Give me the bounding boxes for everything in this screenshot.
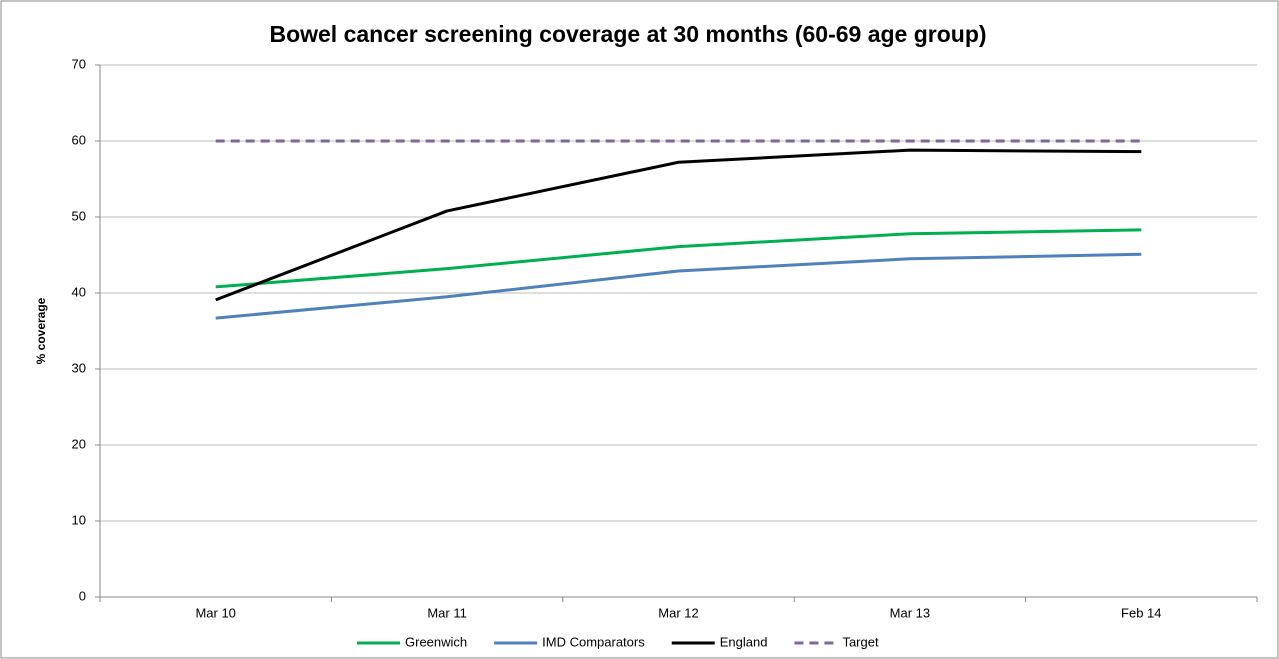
x-tick-label: Mar 11 [427, 605, 467, 620]
x-tick-label: Mar 13 [890, 605, 930, 620]
y-tick-label: 30 [72, 360, 86, 375]
y-tick-label: 60 [72, 132, 86, 147]
legend-label: Greenwich [405, 634, 467, 649]
series-line [215, 228, 1142, 289]
y-tick-label: 20 [72, 436, 86, 451]
y-tick-label: 50 [72, 208, 86, 223]
chart-title: Bowel cancer screening coverage at 30 mo… [269, 21, 986, 47]
y-tick-label: 0 [79, 588, 86, 603]
y-tick-label: 70 [72, 56, 86, 71]
series-line [215, 252, 1142, 320]
legend-label: Target [842, 634, 879, 649]
x-tick-label: Feb 14 [1121, 605, 1161, 620]
x-tick-label: Mar 12 [658, 605, 698, 620]
y-tick-label: 40 [72, 284, 86, 299]
legend-label: England [720, 634, 768, 649]
series-line [215, 148, 1142, 302]
legend-label: IMD Comparators [542, 634, 645, 649]
x-tick-label: Mar 10 [195, 605, 235, 620]
y-tick-label: 10 [72, 512, 86, 527]
y-axis-label: % coverage [34, 297, 48, 364]
